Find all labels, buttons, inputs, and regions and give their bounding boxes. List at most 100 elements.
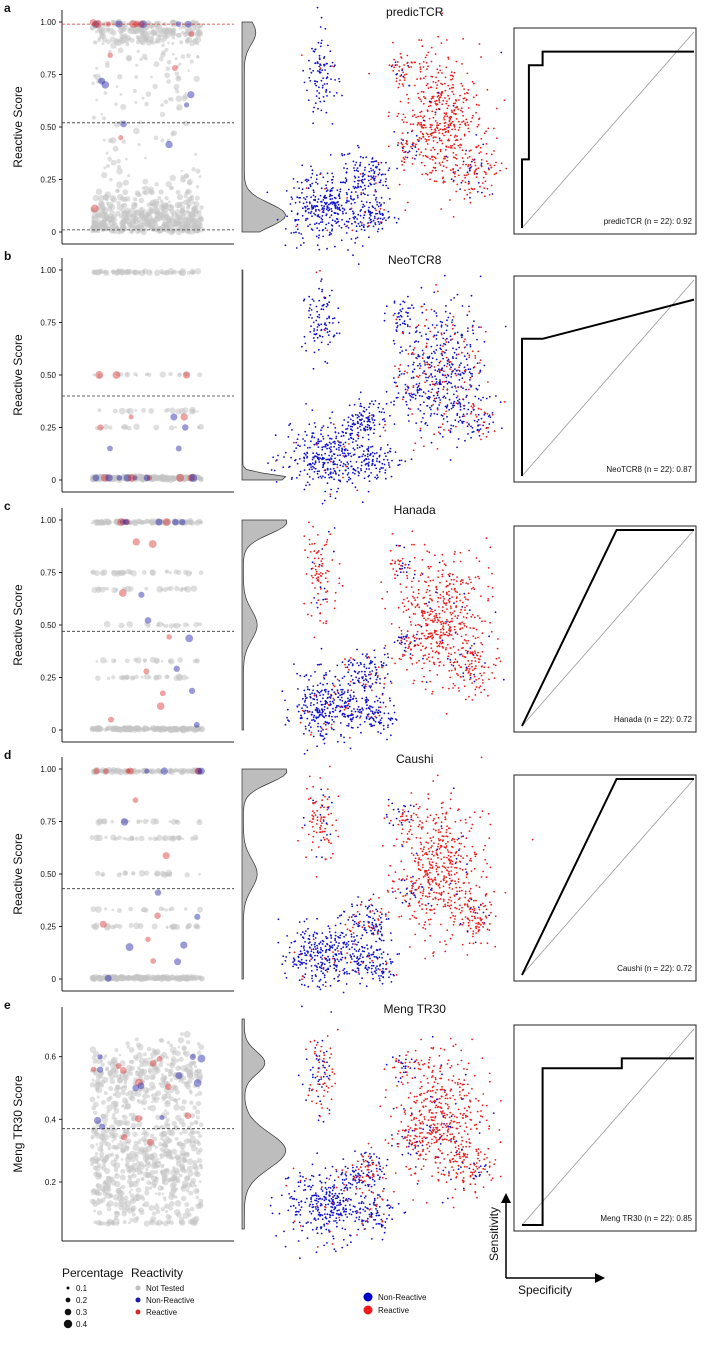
umap-cell xyxy=(442,181,445,184)
umap-cell xyxy=(314,460,317,463)
point-not-tested xyxy=(136,49,140,54)
umap-cell xyxy=(422,352,425,355)
umap-cell xyxy=(447,124,450,126)
point-not-tested xyxy=(108,225,114,231)
point-not-tested xyxy=(193,21,198,27)
umap-cell xyxy=(323,205,326,208)
umap-cell xyxy=(343,209,346,211)
umap-cell xyxy=(423,115,426,117)
umap-cell xyxy=(449,430,452,432)
umap-cell xyxy=(334,197,337,200)
umap-cell xyxy=(442,345,444,347)
umap-cell xyxy=(418,62,421,65)
umap-cell xyxy=(405,139,408,142)
umap-cell xyxy=(372,458,374,461)
umap-cell xyxy=(289,203,292,205)
point-not-tested xyxy=(161,50,166,55)
umap-cell xyxy=(461,63,463,65)
point-not-tested xyxy=(121,270,124,274)
umap-cell xyxy=(308,543,311,546)
umap-cell xyxy=(440,383,442,386)
umap-cell xyxy=(451,321,453,324)
umap-cell xyxy=(301,345,303,348)
umap-cell xyxy=(316,183,319,185)
umap-cell xyxy=(363,420,366,423)
umap-cell xyxy=(406,62,409,65)
umap-cell xyxy=(325,91,327,93)
point-not-tested xyxy=(97,38,101,42)
umap-cell xyxy=(326,598,328,601)
umap-cell xyxy=(418,363,421,365)
umap-cell xyxy=(434,375,436,378)
umap-cell xyxy=(464,439,466,442)
umap-cell xyxy=(316,205,319,208)
umap-cell xyxy=(423,617,425,620)
point-not-tested xyxy=(91,81,95,86)
umap-cell xyxy=(477,123,480,126)
point-not-tested xyxy=(178,372,182,376)
point-not-tested xyxy=(175,64,180,68)
umap-cell xyxy=(408,560,411,563)
umap-cell xyxy=(295,447,298,449)
umap-cell xyxy=(431,110,434,113)
umap-cell xyxy=(462,114,464,117)
point-not-tested xyxy=(195,659,199,663)
umap-cell xyxy=(466,605,468,607)
umap-cell xyxy=(372,225,375,228)
umap-cell xyxy=(338,332,341,335)
umap-cell xyxy=(368,406,370,408)
point-not-tested xyxy=(100,112,103,116)
point-not-tested xyxy=(126,55,133,62)
umap-cell xyxy=(313,205,316,207)
umap-cell xyxy=(399,544,401,547)
point-non-reactive xyxy=(143,474,151,482)
umap-cell xyxy=(383,319,386,322)
umap-cell xyxy=(356,447,359,449)
umap-cell xyxy=(416,123,419,126)
umap-cell xyxy=(471,329,474,331)
umap-cell xyxy=(345,171,348,174)
point-not-tested xyxy=(195,37,199,41)
umap-cell xyxy=(377,228,380,231)
umap-cell xyxy=(367,433,370,436)
umap-cell xyxy=(326,538,329,541)
umap-cell xyxy=(478,326,480,328)
umap-cell xyxy=(307,99,310,101)
umap-cell xyxy=(448,398,451,401)
umap-cell xyxy=(463,624,466,627)
point-not-tested xyxy=(191,167,196,172)
umap-cell xyxy=(394,562,396,565)
umap-cell xyxy=(326,467,329,470)
umap-cell xyxy=(385,184,388,187)
umap-cell xyxy=(329,193,332,196)
umap-cell xyxy=(429,158,431,160)
umap-cell xyxy=(432,166,435,169)
umap-cell xyxy=(457,129,460,131)
point-not-tested xyxy=(151,37,155,41)
umap-cell xyxy=(373,424,376,427)
umap-cell xyxy=(427,617,429,620)
umap-cell xyxy=(419,77,422,80)
umap-cell xyxy=(409,399,412,401)
umap-cell xyxy=(377,406,380,409)
umap-cell xyxy=(409,408,412,411)
umap-cell xyxy=(372,415,375,418)
umap-cell xyxy=(430,413,433,415)
umap-cell xyxy=(314,223,316,226)
umap-cell xyxy=(475,557,478,559)
umap-cell xyxy=(414,613,416,615)
umap-cell xyxy=(423,401,425,404)
umap-cell xyxy=(425,591,428,594)
umap-cell xyxy=(359,423,362,426)
umap-cell xyxy=(322,176,325,179)
umap-cell xyxy=(342,476,344,479)
umap-cell xyxy=(312,69,315,72)
umap-cell xyxy=(328,321,331,324)
umap-cell xyxy=(276,218,279,221)
umap-cell xyxy=(459,611,462,614)
umap-cell xyxy=(475,146,477,148)
umap-cell xyxy=(447,687,450,690)
umap-cell xyxy=(454,134,457,137)
umap-cell xyxy=(326,172,329,175)
umap-cell xyxy=(487,431,490,433)
